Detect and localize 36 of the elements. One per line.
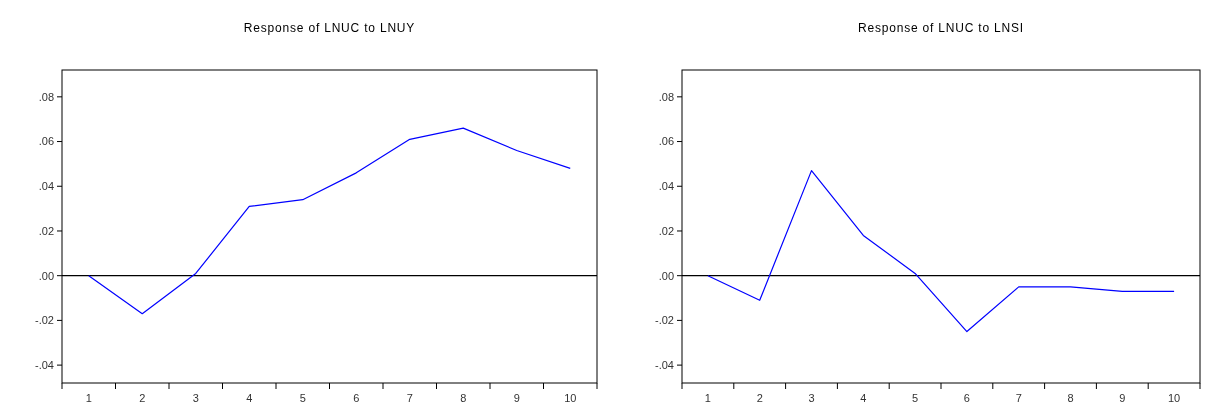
- x-tick-label: 6: [963, 392, 970, 404]
- y-tick-label: -.04: [35, 358, 54, 371]
- y-tick-label: .06: [38, 135, 54, 148]
- y-tick-label: .06: [658, 135, 674, 148]
- x-tick-label: 7: [406, 392, 413, 404]
- x-tick-label: 8: [460, 392, 467, 404]
- x-tick-label: 5: [912, 392, 919, 404]
- x-tick-label: 1: [704, 392, 711, 404]
- x-tick-label: 10: [1167, 392, 1181, 404]
- x-tick-label: 4: [860, 392, 867, 404]
- x-tick-label: 9: [513, 392, 520, 404]
- y-tick-label: .04: [658, 180, 674, 193]
- y-tick-label: -.02: [655, 314, 674, 327]
- x-tick-label: 2: [756, 392, 763, 404]
- x-tick-label: 10: [564, 392, 577, 404]
- x-tick-label: 7: [1015, 392, 1022, 404]
- chart-title: Response of LNUC to LNSI: [858, 21, 1024, 35]
- x-tick-label: 5: [299, 392, 306, 404]
- x-tick-label: 9: [1119, 392, 1126, 404]
- y-tick-label: .02: [38, 224, 54, 237]
- x-tick-label: 3: [192, 392, 199, 404]
- y-tick-label: .08: [38, 90, 54, 103]
- x-tick-label: 2: [139, 392, 146, 404]
- x-tick-label: 4: [246, 392, 253, 404]
- y-tick-label: -.02: [35, 314, 54, 327]
- y-tick-label: .04: [38, 180, 54, 193]
- y-tick-label: .02: [658, 224, 674, 237]
- chart-title: Response of LNUC to LNUY: [243, 21, 416, 35]
- x-tick-label: 6: [353, 392, 360, 404]
- x-tick-label: 8: [1067, 392, 1074, 404]
- y-tick-label: -.04: [655, 358, 674, 371]
- x-tick-label: 1: [85, 392, 92, 404]
- y-tick-label: .08: [658, 90, 674, 103]
- x-tick-label: 3: [808, 392, 815, 404]
- y-tick-label: .00: [38, 269, 54, 282]
- y-tick-label: .00: [658, 269, 674, 282]
